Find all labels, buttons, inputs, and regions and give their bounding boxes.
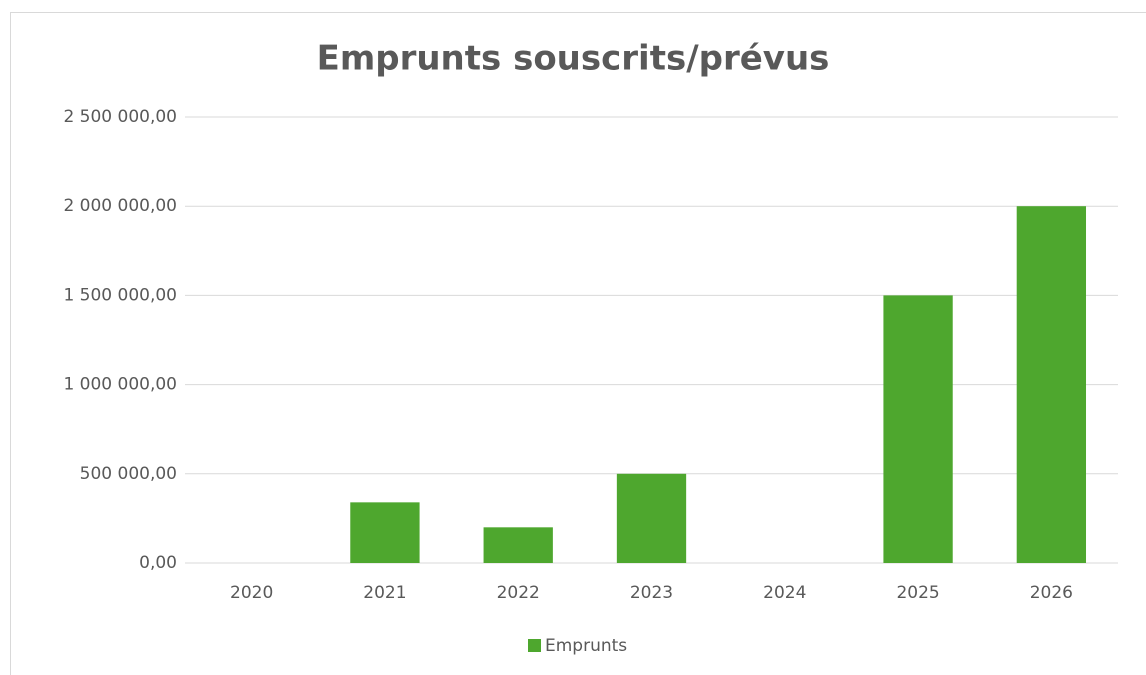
x-tick-label: 2023 — [630, 583, 673, 603]
bar — [616, 473, 687, 563]
y-tick-label: 1 500 000,00 — [63, 285, 177, 305]
legend-label: Emprunts — [545, 636, 627, 656]
x-tick-label: 2026 — [1030, 583, 1073, 603]
y-tick-label: 500 000,00 — [80, 464, 177, 484]
x-tick-label: 2021 — [363, 583, 406, 603]
bar — [883, 295, 953, 563]
x-tick-label: 2025 — [896, 583, 939, 603]
bar — [1016, 206, 1087, 563]
chart-title: Emprunts souscrits/prévus — [317, 39, 830, 79]
x-tick-label: 2020 — [230, 583, 273, 603]
bar — [350, 502, 420, 563]
bar — [483, 527, 553, 563]
y-tick-label: 1 000 000,00 — [63, 375, 177, 395]
x-tick-label: 2022 — [497, 583, 540, 603]
chart-frame — [10, 12, 1146, 675]
y-tick-label: 2 000 000,00 — [63, 196, 177, 216]
y-tick-label: 0,00 — [139, 553, 177, 573]
y-tick-label: 2 500 000,00 — [63, 107, 177, 127]
x-tick-label: 2024 — [763, 583, 806, 603]
legend-swatch — [528, 639, 541, 652]
